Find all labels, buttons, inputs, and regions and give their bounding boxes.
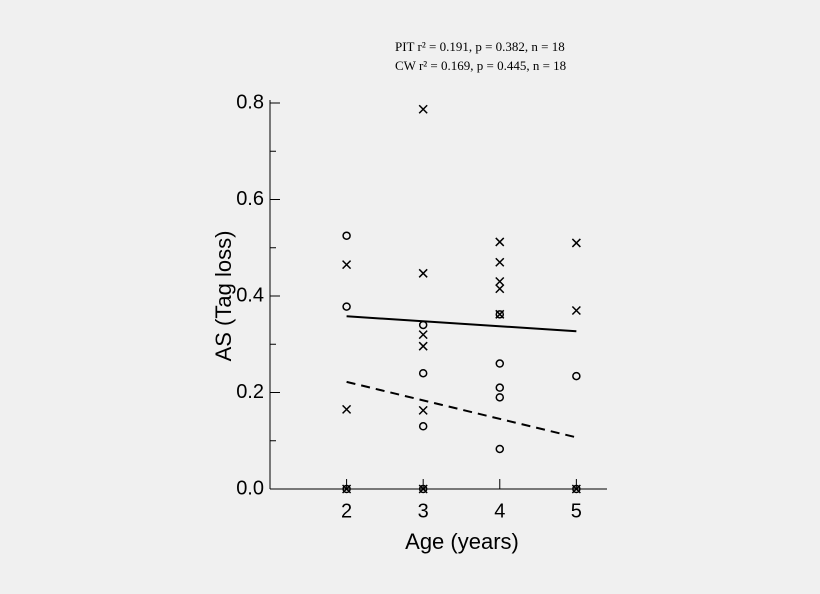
x-axis-label: Age (years) [405, 529, 519, 554]
y-tick-label: 0.0 [236, 477, 264, 499]
fit-line [346, 380, 577, 439]
x-tick-label: 2 [341, 500, 352, 522]
point [571, 238, 581, 248]
point [418, 320, 428, 330]
point [495, 393, 505, 402]
point [418, 104, 428, 114]
point [418, 268, 428, 278]
x-tick-label: 5 [571, 500, 582, 522]
point [418, 330, 428, 340]
y-axis-label: AS (Tag loss) [211, 231, 236, 362]
point [572, 371, 581, 381]
point [571, 305, 581, 316]
point [495, 383, 505, 392]
point [495, 257, 505, 267]
point [572, 484, 581, 494]
point [495, 276, 505, 287]
point [418, 484, 428, 494]
point [495, 444, 505, 454]
point [342, 404, 352, 414]
y-tick-label: 0.2 [236, 381, 264, 403]
y-tick-label: 0.8 [236, 91, 264, 113]
point [495, 359, 505, 368]
y-tick-label: 0.6 [236, 188, 264, 210]
annotation: PIT r² = 0.191, p = 0.382, n = 18 [395, 39, 565, 54]
point [495, 237, 505, 247]
point [342, 231, 351, 240]
point [418, 405, 428, 415]
point [495, 284, 505, 294]
annotation: CW r² = 0.169, p = 0.445, n = 18 [395, 58, 566, 73]
point [342, 260, 352, 270]
x-tick-label: 4 [494, 500, 505, 522]
point [418, 422, 428, 431]
point [418, 368, 428, 378]
point [495, 310, 505, 319]
point [418, 341, 428, 351]
fit-line [346, 315, 577, 333]
point [342, 302, 351, 311]
point [342, 484, 351, 494]
x-tick-label: 3 [418, 500, 429, 522]
y-tick-label: 0.4 [236, 284, 264, 306]
